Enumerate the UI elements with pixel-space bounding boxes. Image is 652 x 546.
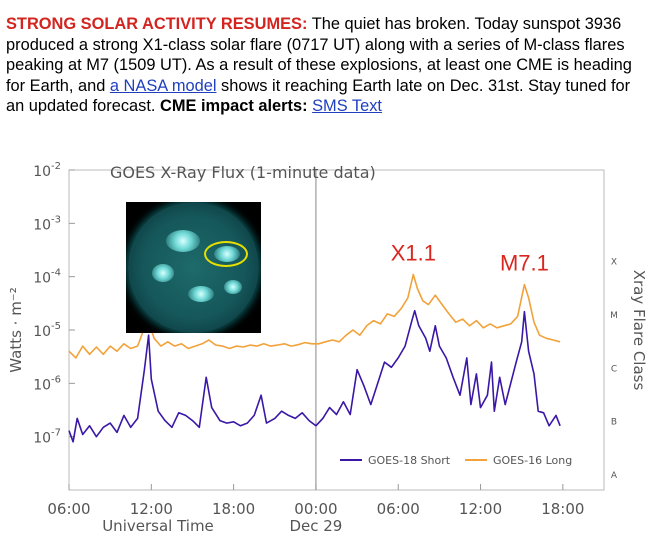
article-text-1: The quiet has broken. Today sunspot 3936… (6, 15, 632, 95)
headline: STRONG SOLAR ACTIVITY RESUMES: (6, 15, 308, 33)
news-article: STRONG SOLAR ACTIVITY RESUMES: The quiet… (6, 14, 648, 117)
flare-class-label: C (611, 364, 617, 374)
flare-highlight-ellipse (204, 241, 248, 267)
x-tick-label: 18:00 (212, 500, 255, 518)
y-axis-label: Watts · m⁻² (7, 287, 25, 373)
y-tick-label: 10-2 (33, 161, 61, 180)
sms-text-link[interactable]: SMS Text (312, 97, 382, 115)
x-tick-label: 06:00 (47, 500, 90, 518)
x-axis-label: Universal Time (102, 517, 214, 535)
y-tick-label: 10-7 (33, 428, 61, 447)
chart-title: GOES X-Ray Flux (1-minute data) (110, 163, 376, 182)
flare-annotation: M7.1 (500, 251, 549, 276)
solar-disk-image (126, 202, 261, 333)
flare-class-label: A (611, 471, 618, 481)
nasa-model-link[interactable]: a NASA model (109, 76, 217, 95)
series-line (68, 309, 561, 443)
flare-annotation: X1.1 (391, 240, 436, 265)
x-tick-label: 12:00 (459, 500, 502, 518)
date-label: Dec 29 (289, 517, 342, 535)
flare-class-label: X (611, 258, 617, 268)
legend-label: GOES-18 Short (368, 454, 451, 467)
y-tick-label: 10-6 (33, 374, 61, 393)
flare-class-label: M (610, 311, 618, 321)
legend-label: GOES-16 Long (493, 454, 572, 467)
flare-class-label: B (611, 418, 617, 428)
y-tick-label: 10-4 (33, 268, 61, 287)
article-text-2: shows it reaching Earth late on Dec. 31s… (6, 76, 631, 116)
x-tick-label: 00:00 (294, 500, 337, 518)
xray-flux-chart: 10-2 10-3 10-4 10-5 10-6 10-7 06:00 12:00 18:00 0… (0, 150, 652, 546)
x-tick-label: 18:00 (541, 500, 584, 518)
chart-svg: 10-2 10-3 10-4 10-5 10-6 10-7 06:00 12:00 18:00 0… (7, 161, 648, 535)
y-tick-label: 10-3 (33, 214, 61, 233)
y-tick-label: 10-5 (33, 321, 61, 340)
cme-alerts-label: CME impact alerts: (160, 97, 308, 115)
x-tick-label: 12:00 (130, 500, 173, 518)
x-tick-label: 06:00 (377, 500, 420, 518)
right-axis-label: Xray Flare Class (630, 270, 648, 391)
sun-disk (128, 202, 259, 333)
